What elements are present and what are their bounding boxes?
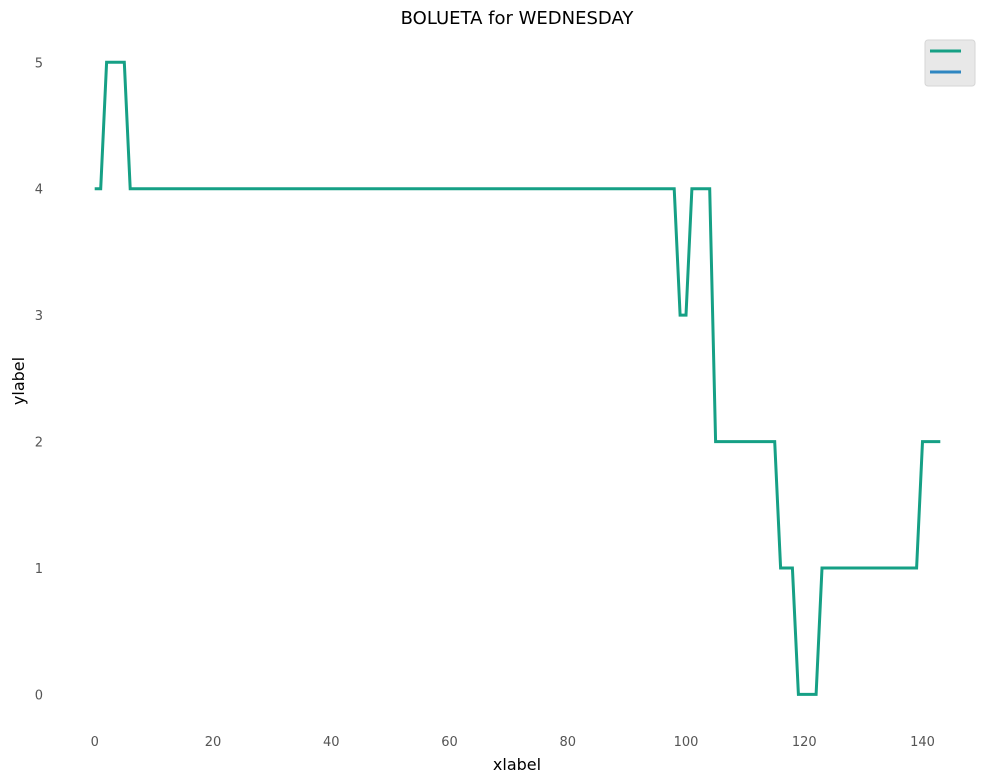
y-tick-label: 0 xyxy=(35,688,43,703)
x-tick-label: 0 xyxy=(91,735,99,750)
x-axis-title: xlabel xyxy=(493,755,541,774)
legend-box xyxy=(924,39,976,87)
x-tick-label: 120 xyxy=(792,735,817,750)
x-tick-label: 140 xyxy=(910,735,935,750)
y-tick-label: 4 xyxy=(35,183,43,198)
y-tick-labels: 0 1 2 3 4 5 xyxy=(35,56,43,703)
y-axis-title: ylabel xyxy=(9,357,28,405)
series-line-1 xyxy=(94,60,941,696)
x-tick-label: 40 xyxy=(323,735,340,750)
legend xyxy=(924,39,976,87)
chart-title: BOLUETA for WEDNESDAY xyxy=(401,8,635,29)
x-tick-label: 80 xyxy=(559,735,576,750)
y-tick-label: 5 xyxy=(35,56,43,71)
y-tick-label: 2 xyxy=(35,436,43,451)
y-tick-label: 1 xyxy=(35,562,43,577)
x-tick-label: 20 xyxy=(205,735,222,750)
y-tick-label: 3 xyxy=(35,309,43,324)
x-tick-labels: 0 20 40 60 80 100 120 140 xyxy=(91,735,935,750)
series-layer xyxy=(94,60,941,696)
x-tick-label: 100 xyxy=(674,735,699,750)
x-tick-label: 60 xyxy=(441,735,458,750)
